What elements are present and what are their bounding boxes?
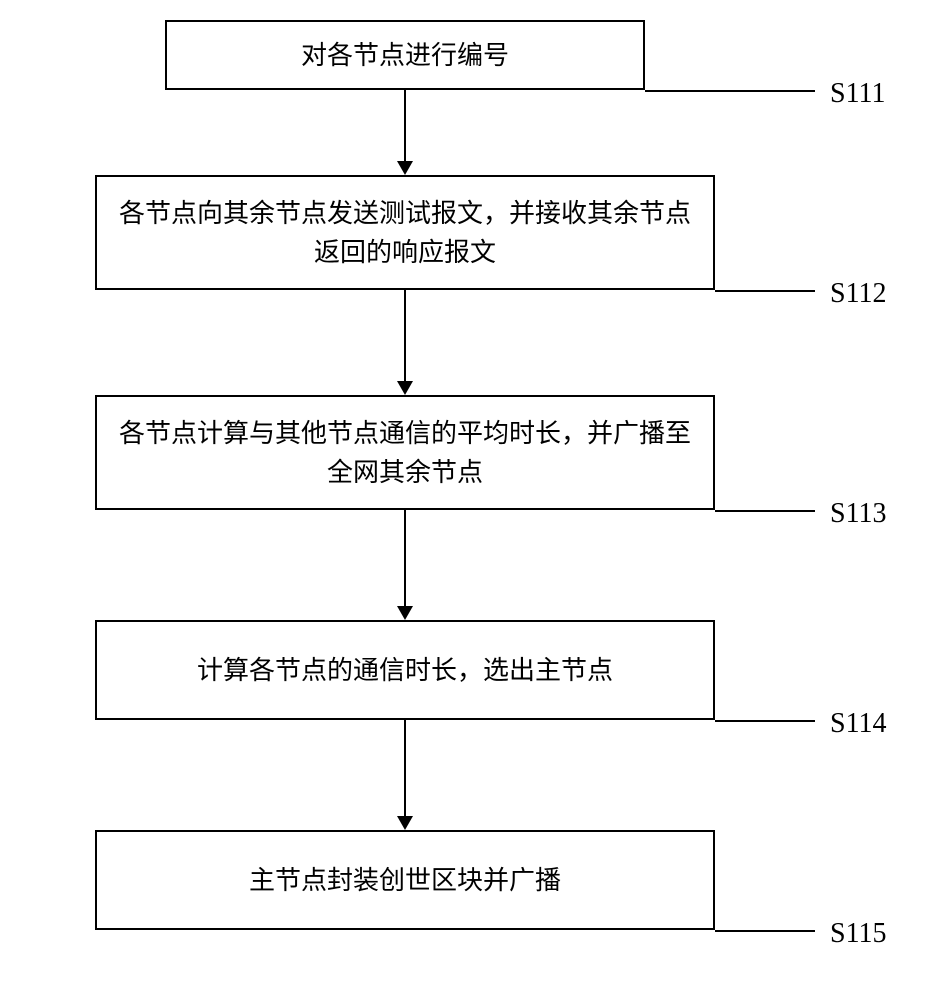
flowchart-container: 对各节点进行编号 S111 各节点向其余节点发送测试报文，并接收其余节点返回的响… <box>0 0 940 1000</box>
flow-arrow-line <box>404 290 406 382</box>
step-label: S114 <box>830 708 887 740</box>
flow-arrow-head-icon <box>397 606 413 620</box>
node-text: 计算各节点的通信时长，选出主节点 <box>197 651 613 690</box>
flowchart-node: 各节点计算与其他节点通信的平均时长，并广播至全网其余节点 <box>95 395 715 510</box>
node-text: 主节点封装创世区块并广播 <box>249 861 561 900</box>
step-label: S111 <box>830 78 886 110</box>
label-connector <box>715 930 815 932</box>
node-text: 对各节点进行编号 <box>301 36 509 75</box>
step-label: S112 <box>830 278 887 310</box>
label-connector <box>715 290 815 292</box>
flow-arrow-head-icon <box>397 161 413 175</box>
flow-arrow-line <box>404 90 406 162</box>
flow-arrow-head-icon <box>397 381 413 395</box>
label-connector <box>715 720 815 722</box>
node-text: 各节点向其余节点发送测试报文，并接收其余节点返回的响应报文 <box>117 194 693 272</box>
flow-arrow-line <box>404 720 406 817</box>
flowchart-node: 各节点向其余节点发送测试报文，并接收其余节点返回的响应报文 <box>95 175 715 290</box>
step-label: S113 <box>830 498 887 530</box>
flowchart-node: 计算各节点的通信时长，选出主节点 <box>95 620 715 720</box>
flow-arrow-head-icon <box>397 816 413 830</box>
step-label: S115 <box>830 918 887 950</box>
flowchart-node: 主节点封装创世区块并广播 <box>95 830 715 930</box>
flowchart-node: 对各节点进行编号 <box>165 20 645 90</box>
label-connector <box>715 510 815 512</box>
node-text: 各节点计算与其他节点通信的平均时长，并广播至全网其余节点 <box>117 414 693 492</box>
flow-arrow-line <box>404 510 406 607</box>
label-connector <box>645 90 815 92</box>
